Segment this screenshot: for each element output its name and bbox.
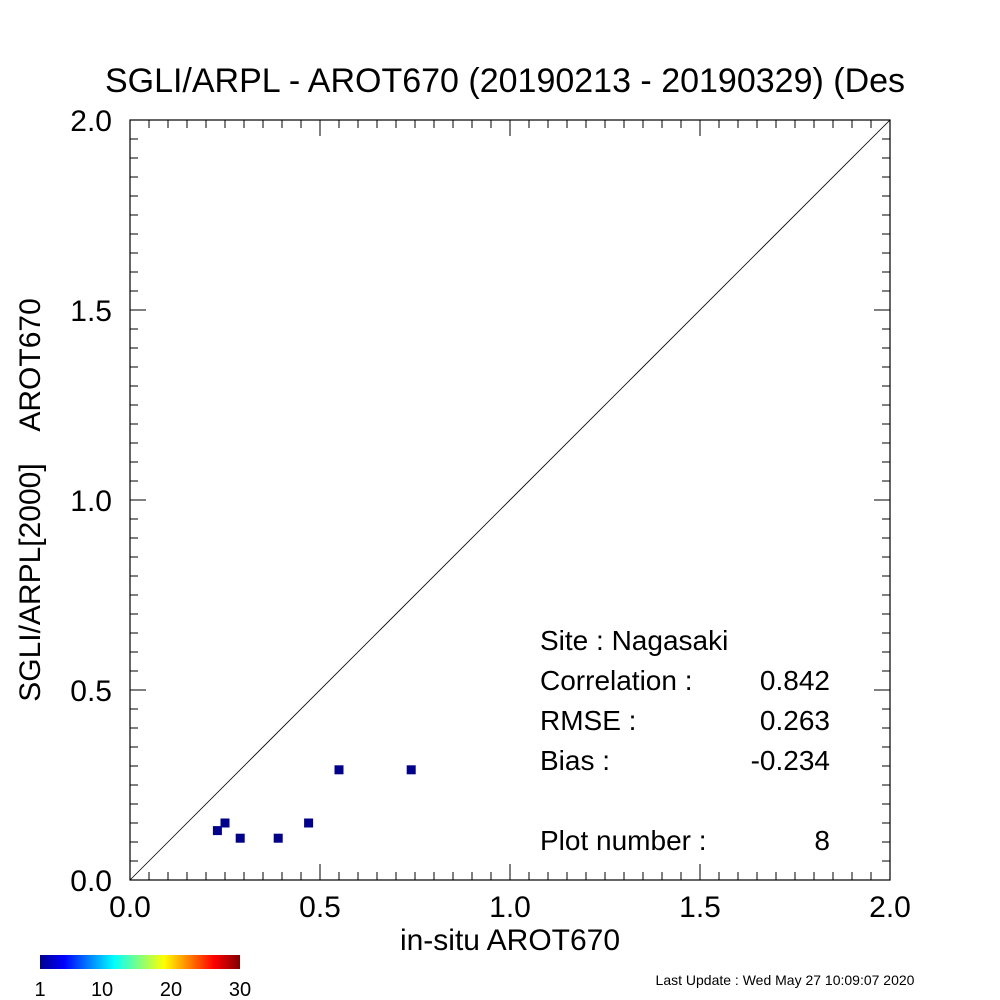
stat-label: Site : Nagasaki bbox=[540, 625, 728, 656]
x-tick-label: 2.0 bbox=[869, 891, 911, 924]
colorbar-tick-label: 30 bbox=[229, 979, 251, 1000]
colorbar bbox=[40, 955, 240, 969]
y-tick-label: 1.5 bbox=[70, 295, 112, 328]
data-point bbox=[212, 826, 222, 836]
data-point bbox=[273, 833, 283, 843]
x-tick-label: 0.0 bbox=[109, 891, 151, 924]
stat-label: RMSE : bbox=[540, 705, 636, 736]
data-point bbox=[334, 765, 344, 775]
chart-title: SGLI/ARPL - AROT670 (20190213 - 20190329… bbox=[105, 62, 905, 100]
colorbar-tick-label: 1 bbox=[34, 979, 45, 1000]
y-tick-label: 2.0 bbox=[70, 105, 112, 138]
colorbar-tick-labels: 1 10 20 30 bbox=[34, 979, 251, 1000]
data-point bbox=[235, 833, 245, 843]
stats-box: Site : Nagasaki Correlation : 0.842 RMSE : 0… bbox=[540, 625, 830, 856]
x-tick-label: 1.5 bbox=[679, 891, 721, 924]
y-tick-labels: 0.0 0.5 1.0 1.5 2.0 bbox=[70, 105, 112, 898]
one-to-one-line bbox=[129, 119, 891, 881]
colorbar-tick-label: 20 bbox=[160, 979, 182, 1000]
stat-value: 0.842 bbox=[760, 665, 830, 696]
data-point bbox=[220, 818, 230, 828]
y-axis-label: SGLI/ARPL[2000] AROT670 bbox=[14, 298, 47, 702]
axis-ticks bbox=[129, 119, 891, 881]
y-tick-label: 0.5 bbox=[70, 675, 112, 708]
stat-value: 0.263 bbox=[760, 705, 830, 736]
x-tick-labels: 0.0 0.5 1.0 1.5 2.0 bbox=[109, 891, 911, 924]
last-update-footer: Last Update : Wed May 27 10:09:07 2020 bbox=[656, 972, 915, 988]
colorbar-tick-label: 10 bbox=[91, 979, 113, 1000]
stat-label: Plot number : bbox=[540, 825, 707, 856]
x-axis-label: in-situ AROT670 bbox=[400, 924, 620, 957]
stat-value: -0.234 bbox=[751, 745, 830, 776]
x-tick-label: 1.0 bbox=[489, 891, 531, 924]
y-tick-label: 0.0 bbox=[70, 865, 112, 898]
stat-label: Correlation : bbox=[540, 665, 693, 696]
data-point bbox=[304, 818, 314, 828]
y-tick-label: 1.0 bbox=[70, 485, 112, 518]
data-point bbox=[406, 765, 416, 775]
plot-frame bbox=[129, 119, 891, 881]
stat-value: 8 bbox=[814, 825, 830, 856]
stat-label: Bias : bbox=[540, 745, 610, 776]
data-points bbox=[212, 765, 416, 843]
x-tick-label: 0.5 bbox=[299, 891, 341, 924]
